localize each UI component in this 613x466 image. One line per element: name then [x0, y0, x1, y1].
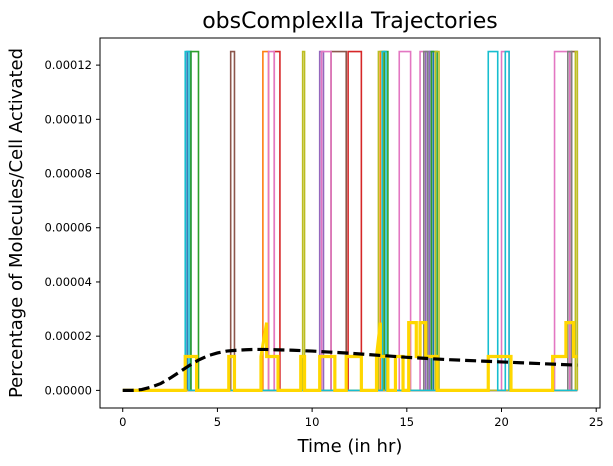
y-tick-label: 0.00002: [44, 329, 92, 343]
x-tick-label: 20: [494, 415, 509, 429]
y-tick-label: 0.00012: [44, 58, 92, 72]
x-tick-label: 5: [214, 415, 221, 429]
x-tick-label: 15: [399, 415, 414, 429]
x-tick-label: 10: [305, 415, 320, 429]
y-tick-label: 0.00004: [44, 275, 92, 289]
ticks-layer: 0 5 10 15 20 25 0.00000 0.00002 0.00004 0.00006 0.…: [44, 58, 603, 429]
y-tick-label: 0.00000: [44, 383, 92, 397]
y-tick-label: 0.00010: [44, 112, 92, 126]
y-tick-label: 0.00006: [44, 221, 92, 235]
chart-title: obsComplexIIa Trajectories: [202, 9, 498, 34]
series-layer: [122, 50, 579, 392]
y-tick-label: 0.00008: [44, 167, 92, 181]
y-axis-title: Percentage of Molecules/Cell Activated: [6, 48, 27, 398]
plot-frame: [99, 37, 601, 409]
mean-dashed-line: [122, 347, 578, 392]
x-tick-label: 0: [119, 415, 126, 429]
x-tick-label: 25: [589, 415, 604, 429]
x-axis-title: Time (in hr): [297, 436, 403, 457]
gold-trajectory-line: [122, 321, 578, 392]
